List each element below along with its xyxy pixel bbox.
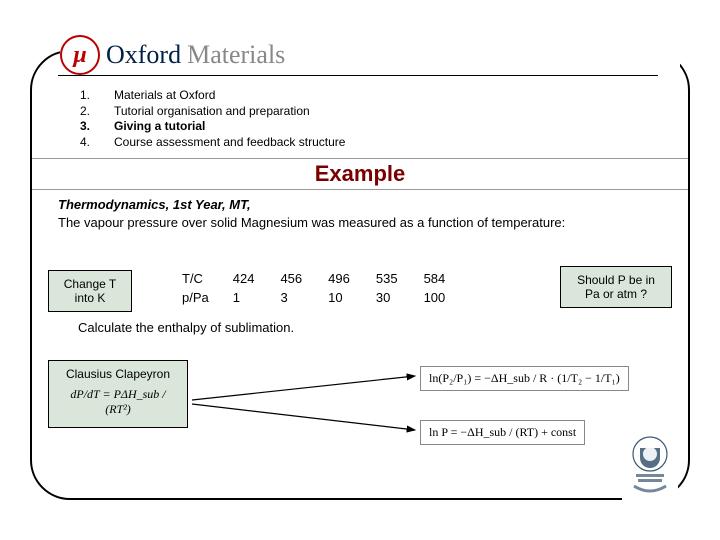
- subheading: Thermodynamics, 1st Year, MT,: [58, 197, 251, 212]
- callout-pa-atm: Should P be in Pa or atm ?: [560, 266, 672, 308]
- table-cell: 424: [221, 270, 267, 287]
- table-cell: 30: [364, 289, 410, 306]
- logo-text-materials: Materials: [187, 40, 285, 70]
- eq-box-1: ln(P₂/P₁) = −ΔH_sub / R · (1/T₂ − 1/T₁): [420, 366, 629, 391]
- cc-equation: dP/dT = PΔH_sub / (RT²): [57, 387, 179, 417]
- body-text: Thermodynamics, 1st Year, MT, The vapour…: [58, 196, 658, 231]
- toc-num: 4.: [80, 135, 96, 151]
- callout-text: Change T into K: [64, 277, 116, 305]
- toc-text: Giving a tutorial: [114, 119, 205, 135]
- callout-text: Should P be in Pa or atm ?: [577, 273, 655, 301]
- table-cell: 1: [221, 289, 267, 306]
- callout-change-t: Change T into K: [48, 270, 132, 312]
- toc-text: Course assessment and feedback structure: [114, 135, 345, 151]
- logo-mu-icon: μ: [60, 35, 100, 75]
- data-table: T/C 424 456 496 535 584 p/Pa 1 3 10 30 1…: [168, 268, 459, 308]
- callout-clausius: Clausius Clapeyron dP/dT = PΔH_sub / (RT…: [48, 360, 188, 428]
- table-cell: 535: [364, 270, 410, 287]
- toc-num: 2.: [80, 104, 96, 120]
- oxford-crest-icon: [622, 430, 678, 500]
- row-label: p/Pa: [170, 289, 219, 306]
- toc-text: Tutorial organisation and preparation: [114, 104, 310, 120]
- intro-text: The vapour pressure over solid Magnesium…: [58, 215, 565, 230]
- table-cell: 100: [412, 289, 458, 306]
- equation: ln P = −ΔH_sub / (RT) + const: [429, 425, 576, 439]
- eq-box-2: ln P = −ΔH_sub / (RT) + const: [420, 420, 585, 445]
- slide-title: Example: [32, 161, 688, 187]
- logo-strip: μ Oxford Materials: [60, 30, 680, 80]
- row-label: T/C: [170, 270, 219, 287]
- title-bar: Example: [32, 158, 688, 190]
- toc-num: 1.: [80, 88, 96, 104]
- callout-title: Clausius Clapeyron: [57, 367, 179, 381]
- toc-item: 2. Tutorial organisation and preparation: [80, 104, 345, 120]
- toc-num: 3.: [80, 119, 96, 135]
- table-cell: 456: [268, 270, 314, 287]
- table-row: p/Pa 1 3 10 30 100: [170, 289, 457, 306]
- toc-item: 4. Course assessment and feedback struct…: [80, 135, 345, 151]
- table-cell: 496: [316, 270, 362, 287]
- toc-text: Materials at Oxford: [114, 88, 215, 104]
- toc-item: 3. Giving a tutorial: [80, 119, 345, 135]
- toc: 1. Materials at Oxford 2. Tutorial organ…: [80, 88, 345, 150]
- calc-text: Calculate the enthalpy of sublimation.: [78, 320, 294, 335]
- logo-rule: [58, 75, 658, 76]
- logo-text-oxford: Oxford: [106, 40, 181, 70]
- table-cell: 584: [412, 270, 458, 287]
- table-cell: 10: [316, 289, 362, 306]
- table-cell: 3: [268, 289, 314, 306]
- equation: ln(P₂/P₁) = −ΔH_sub / R · (1/T₂ − 1/T₁): [429, 371, 620, 385]
- table-row: T/C 424 456 496 535 584: [170, 270, 457, 287]
- toc-item: 1. Materials at Oxford: [80, 88, 345, 104]
